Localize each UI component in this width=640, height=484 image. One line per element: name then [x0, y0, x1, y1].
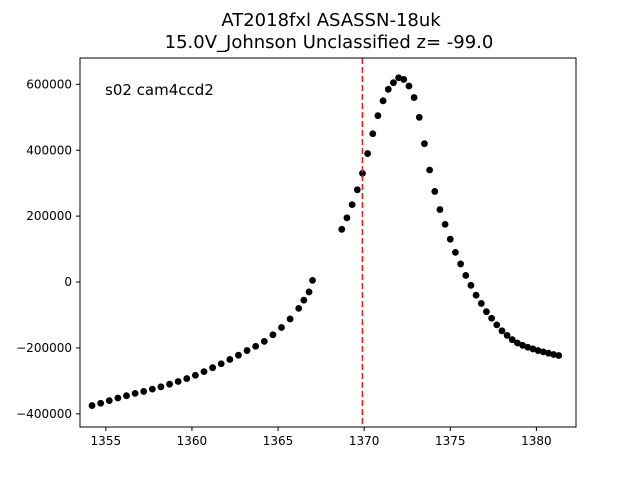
data-point [305, 288, 313, 296]
chart-title: AT2018fxl ASASSN-18uk [221, 10, 441, 31]
data-series-1 [88, 276, 316, 409]
data-point [140, 388, 148, 395]
data-point [529, 345, 537, 353]
data-point [148, 385, 156, 393]
data-point [452, 248, 459, 256]
data-point [166, 380, 173, 388]
data-point [519, 341, 527, 349]
data-point [260, 337, 268, 345]
data-point [415, 113, 423, 121]
data-point [477, 300, 485, 307]
data-point [441, 220, 449, 228]
data-point [524, 343, 532, 351]
data-point [226, 356, 234, 363]
data-point [88, 402, 96, 409]
data-point [157, 383, 165, 391]
data-point [364, 150, 372, 157]
data-point [384, 85, 392, 93]
data-point [457, 260, 465, 268]
data-point [243, 347, 251, 354]
data-point [300, 296, 308, 304]
data-point [534, 347, 542, 354]
data-point [191, 371, 199, 379]
data-point [508, 336, 516, 344]
data-point [498, 327, 506, 335]
data-point [555, 352, 563, 359]
data-point [338, 225, 346, 233]
x-tick-label: 1365 [263, 434, 294, 448]
data-point [348, 201, 356, 209]
data-point [514, 339, 521, 347]
data-point [483, 308, 490, 316]
data-point [131, 389, 139, 397]
data-point [369, 130, 377, 138]
y-tick-label: 0 [64, 275, 72, 289]
data-point [379, 97, 387, 105]
data-point [462, 272, 470, 279]
data-point [183, 375, 191, 382]
x-tick-label: 1355 [91, 434, 122, 448]
y-tick-label: −200000 [16, 341, 72, 355]
data-point [426, 166, 434, 174]
data-point [217, 360, 225, 368]
x-tick-label: 1360 [177, 434, 208, 448]
axes-frame [79, 57, 577, 428]
data-point [235, 351, 242, 359]
data-point [539, 348, 547, 356]
data-point [114, 394, 122, 402]
data-point [493, 321, 501, 329]
data-point [488, 314, 496, 322]
data-point [395, 74, 403, 82]
data-point [374, 112, 382, 120]
data-point [472, 291, 480, 299]
data-point [503, 332, 511, 339]
data-point [295, 304, 303, 312]
data-point [446, 235, 454, 243]
data-point [278, 324, 285, 331]
data-point [421, 140, 428, 148]
data-point [309, 276, 316, 284]
data-point [269, 331, 277, 339]
data-point [252, 342, 260, 350]
x-tick-label: 1370 [349, 434, 380, 448]
data-point [105, 397, 113, 405]
y-tick-label: 600000 [26, 77, 72, 91]
data-point [545, 349, 552, 357]
y-tick-label: 200000 [26, 209, 72, 223]
data-point [123, 392, 130, 400]
camera-annotation: s02 cam4ccd2 [105, 81, 214, 99]
data-point [410, 94, 418, 101]
data-point [174, 378, 182, 385]
x-tick-label: 1380 [521, 434, 552, 448]
data-point [405, 82, 413, 90]
x-tick-label: 1375 [435, 434, 466, 448]
data-point [400, 76, 408, 83]
data-point [343, 214, 351, 222]
plot-area: 1355 1360 1365 1370 1375 1380 −400000 −200000 0 2… [16, 57, 577, 448]
chart-subtitle: 15.0V_Johnson Unclassified z= -99.0 [165, 32, 494, 53]
y-tick-label: 400000 [26, 143, 72, 157]
data-point [209, 364, 217, 372]
data-point [359, 169, 366, 177]
data-point [467, 281, 475, 289]
data-point [286, 315, 294, 323]
data-point [436, 206, 444, 213]
data-point [390, 79, 397, 87]
data-point [200, 368, 208, 376]
y-tick-label: −400000 [16, 407, 72, 421]
data-point [550, 351, 558, 358]
data-point [431, 188, 439, 195]
data-series-2 [338, 74, 563, 359]
data-point [97, 399, 105, 407]
data-point [353, 186, 361, 194]
